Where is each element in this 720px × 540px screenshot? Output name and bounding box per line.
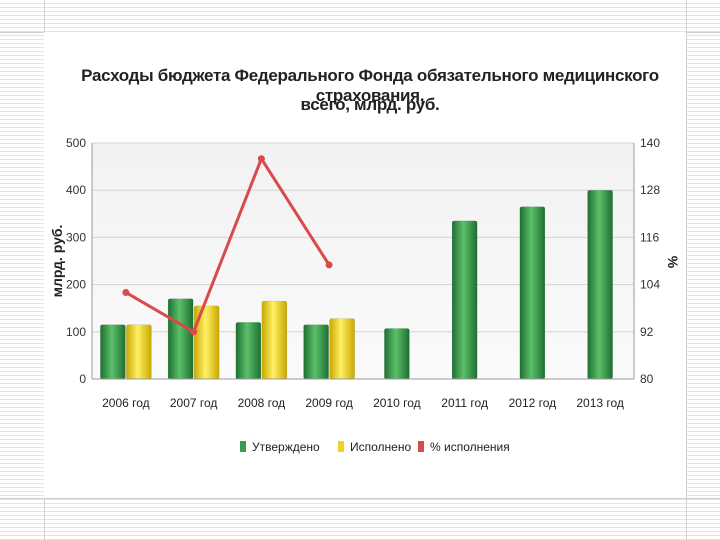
y-axis-title: млрд. руб. xyxy=(49,225,65,298)
frame-line-bottom xyxy=(0,498,720,499)
legend-label: Исполнено xyxy=(350,440,411,454)
bar-executed xyxy=(329,318,355,380)
y2-tick-label: 80 xyxy=(640,372,654,386)
y2-axis-title: % xyxy=(665,256,681,269)
bar-approved xyxy=(519,206,546,380)
x-tick-label: 2013 год xyxy=(576,396,624,410)
execution-percent-point xyxy=(122,288,130,296)
bar-approved xyxy=(587,189,613,380)
bar-approved xyxy=(303,324,329,380)
bar-executed xyxy=(126,324,152,380)
y2-tick-label: 104 xyxy=(640,278,660,292)
bar-approved xyxy=(384,328,410,380)
x-tick-label: 2007 год xyxy=(170,396,218,410)
y-tick-label: 200 xyxy=(66,278,86,292)
bar-approved xyxy=(167,298,194,380)
chart-title-line-2: всего, млрд. руб. xyxy=(300,95,440,114)
y-tick-label: 100 xyxy=(66,325,86,339)
execution-percent-point xyxy=(190,328,198,336)
bar-approved xyxy=(100,324,126,380)
chart-title-line-1: Расходы бюджета Федерального Фонда обяза… xyxy=(81,66,659,105)
bar-approved xyxy=(235,322,262,380)
legend-swatch xyxy=(240,441,246,452)
y2-tick-label: 140 xyxy=(640,136,660,150)
x-tick-label: 2008 год xyxy=(238,396,286,410)
y2-tick-label: 128 xyxy=(640,183,660,197)
y2-tick-label: 116 xyxy=(640,230,659,244)
legend-swatch xyxy=(418,441,424,452)
bar-executed xyxy=(193,305,220,380)
legend-label: Утверждено xyxy=(252,440,320,454)
legend-label: % исполнения xyxy=(430,440,510,454)
bar-approved xyxy=(451,220,478,380)
execution-percent-point xyxy=(257,155,265,163)
execution-percent-point xyxy=(325,261,333,269)
y2-tick-label: 92 xyxy=(640,325,654,339)
x-tick-label: 2009 год xyxy=(305,396,353,410)
y-tick-label: 500 xyxy=(66,136,86,150)
x-tick-label: 2006 год xyxy=(102,396,150,410)
y-tick-label: 400 xyxy=(66,183,86,197)
execution-percent-line xyxy=(125,157,331,334)
frame-line-right xyxy=(686,0,687,540)
y-tick-label: 300 xyxy=(66,230,86,244)
y-tick-label: 0 xyxy=(79,372,86,386)
legend-swatch xyxy=(338,441,344,452)
x-tick-label: 2011 год xyxy=(441,396,488,410)
x-tick-label: 2010 год xyxy=(373,396,421,410)
x-tick-label: 2012 год xyxy=(509,396,557,410)
bar-executed xyxy=(261,300,288,380)
